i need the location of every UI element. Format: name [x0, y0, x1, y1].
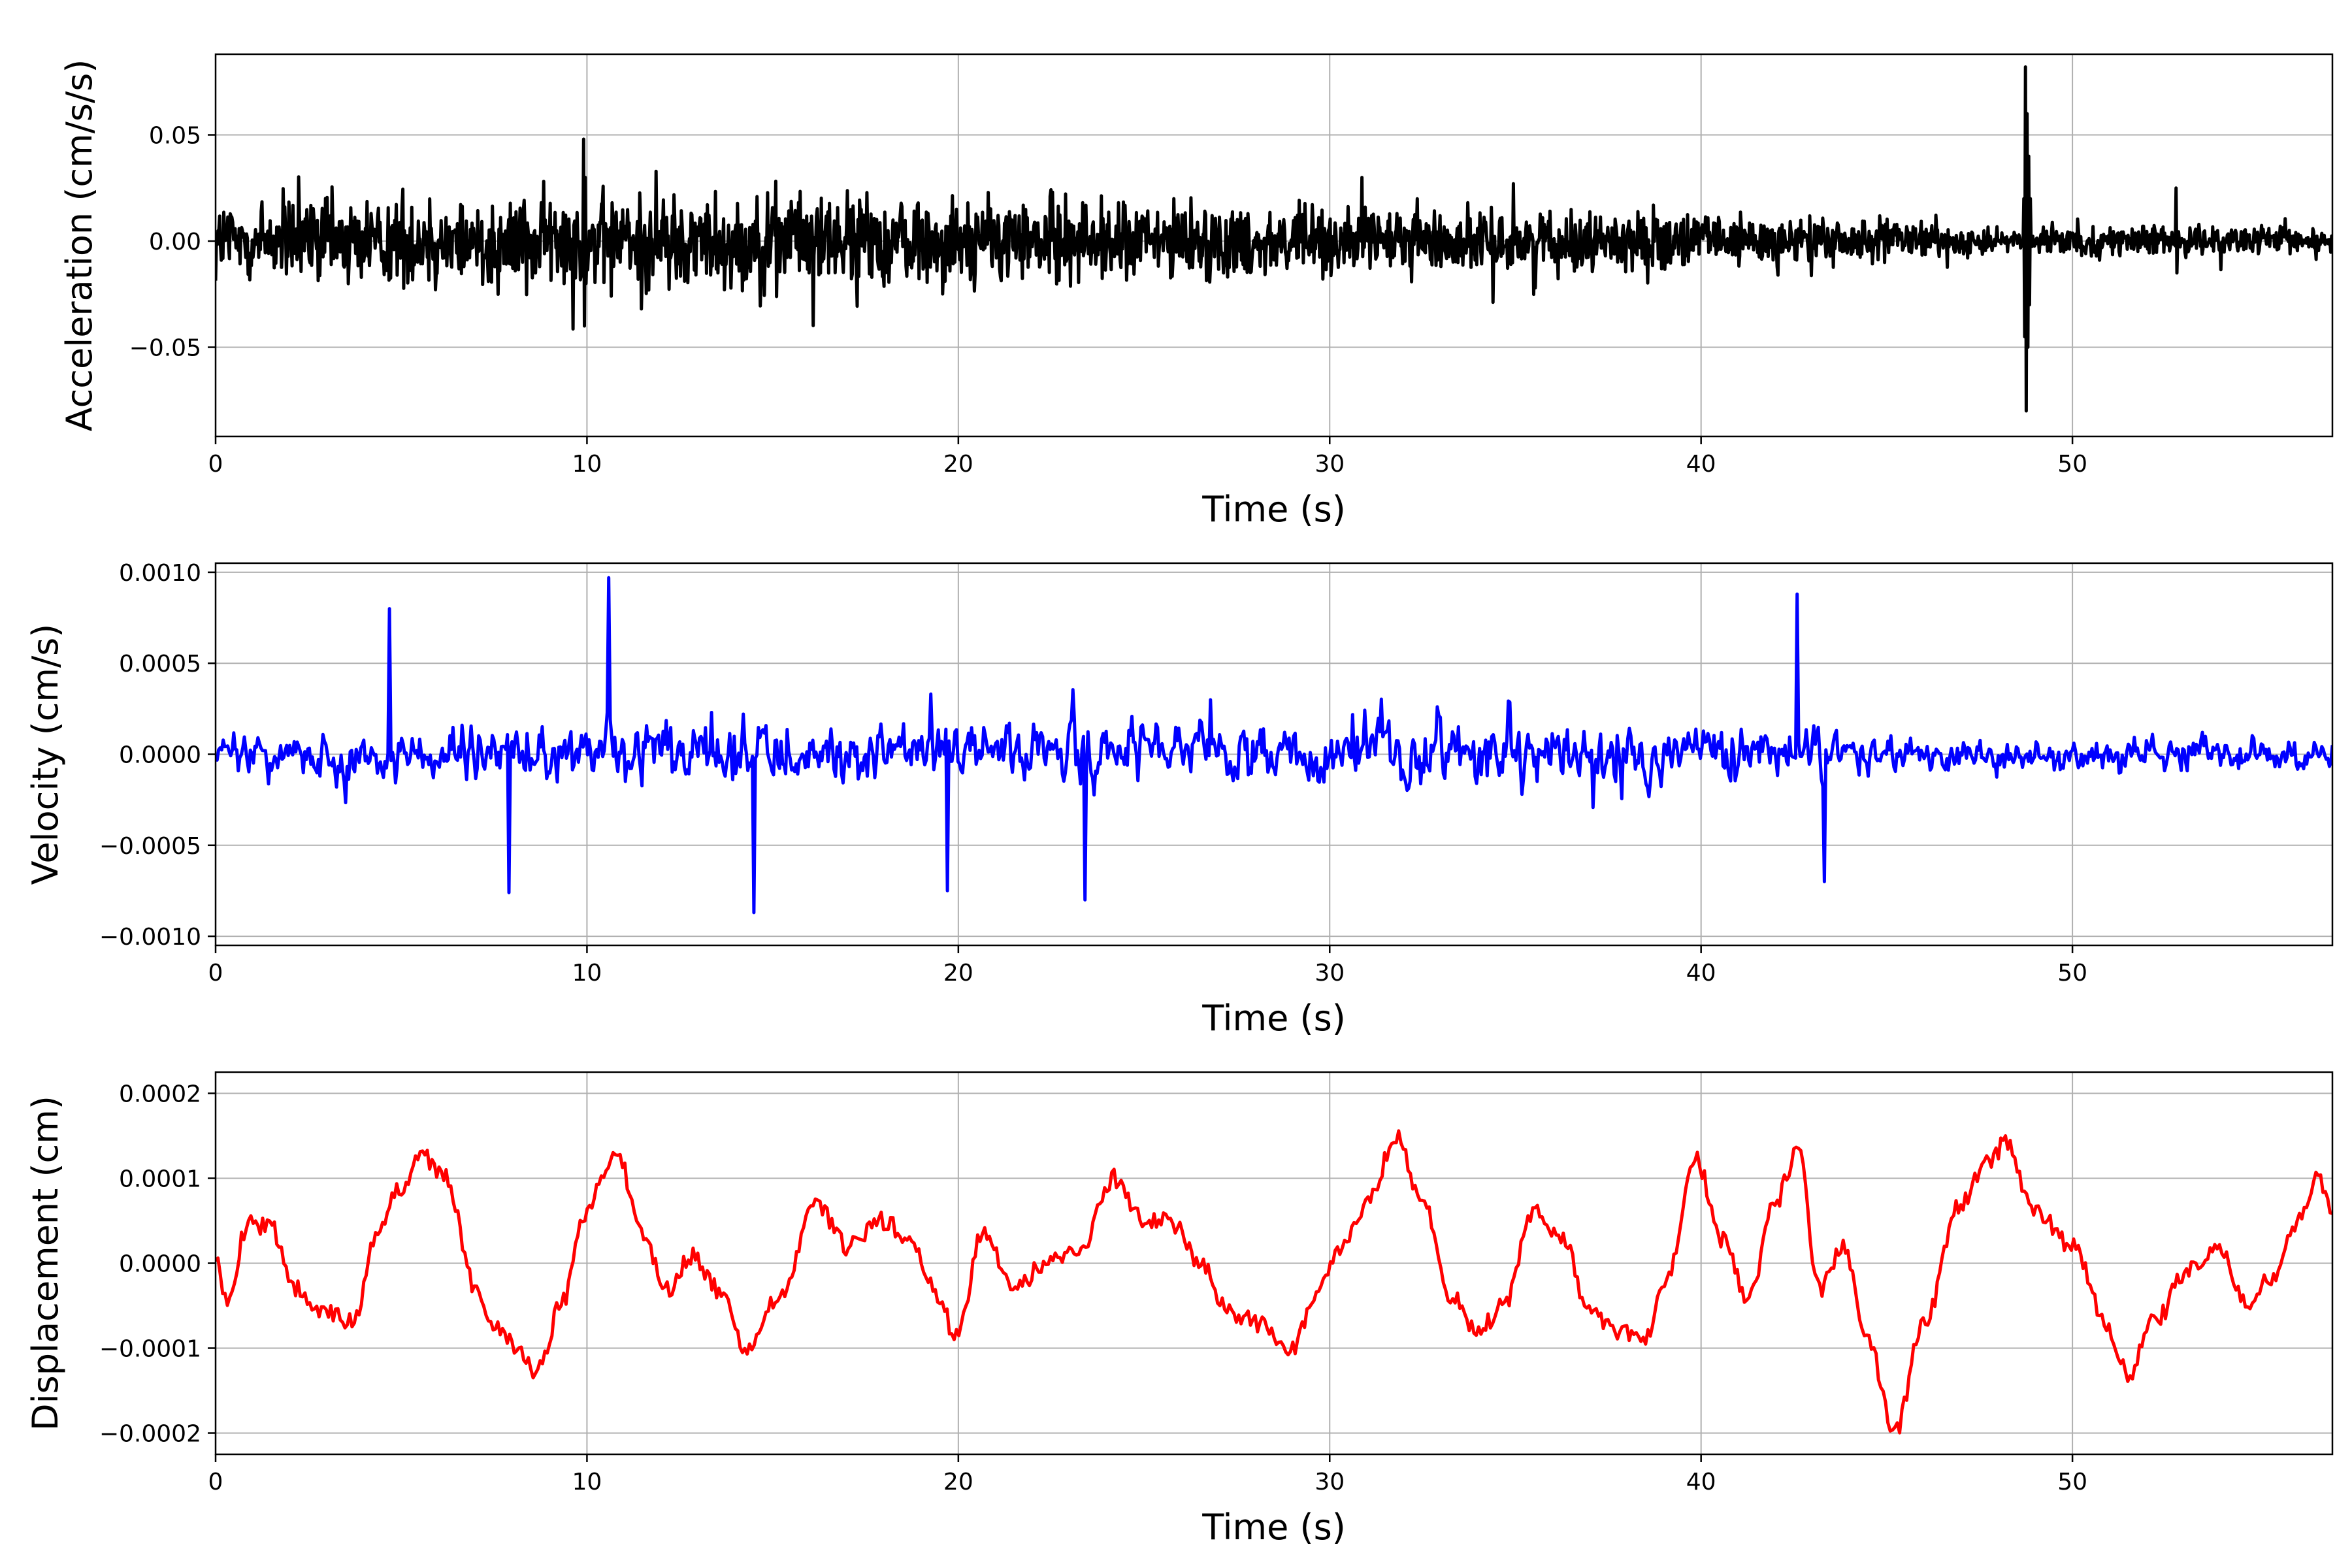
displacement-x-ticks: 0 10 20 30 40 50 [208, 1454, 2087, 1495]
velocity-x-tick-label: 40 [1686, 960, 1716, 987]
acceleration-y-tick-label: 0.05 [149, 123, 201, 150]
displacement-series-line [216, 1129, 2332, 1435]
displacement-x-tick-label: 10 [572, 1469, 602, 1495]
displacement-x-tick-label: 20 [943, 1469, 973, 1495]
acceleration-x-tick-label: 20 [943, 451, 973, 478]
displacement-x-tick-label: 30 [1315, 1469, 1345, 1495]
displacement-y-axis-label: Displacement (cm) [25, 1096, 66, 1431]
velocity-x-tick-label: 30 [1315, 960, 1345, 987]
acceleration-panel: 0 10 20 30 40 50 −0.05 0.00 0.05 Time (s) Accel… [59, 53, 2334, 530]
velocity-series-line [216, 576, 2332, 915]
acceleration-y-ticks: −0.05 0.00 0.05 [129, 123, 216, 362]
velocity-x-tick-label: 10 [572, 960, 602, 987]
velocity-series [216, 576, 2332, 915]
velocity-y-tick-label: 0.0000 [119, 742, 201, 769]
acceleration-y-axis-label: Acceleration (cm/s/s) [59, 59, 100, 432]
displacement-y-ticks: −0.0002 −0.0001 0.0000 0.0001 0.0002 [99, 1081, 216, 1448]
acceleration-series [216, 65, 2332, 413]
velocity-x-axis-label: Time (s) [1201, 998, 1346, 1039]
acceleration-x-tick-label: 30 [1315, 451, 1345, 478]
displacement-x-axis-label: Time (s) [1201, 1507, 1346, 1548]
velocity-x-tick-label: 50 [2057, 960, 2087, 987]
acceleration-x-tick-label: 40 [1686, 451, 1716, 478]
displacement-y-tick-label: −0.0002 [99, 1421, 201, 1448]
displacement-y-tick-label: −0.0001 [99, 1336, 201, 1363]
velocity-x-ticks: 0 10 20 30 40 50 [208, 945, 2087, 987]
acceleration-x-tick-label: 0 [208, 451, 223, 478]
acceleration-x-axis-label: Time (s) [1201, 489, 1346, 530]
displacement-panel: 0 10 20 30 40 50 −0.0002 −0.0001 0.0000 0.0001 0.… [25, 1071, 2334, 1548]
acceleration-x-ticks: 0 10 20 30 40 50 [208, 436, 2087, 478]
velocity-y-tick-label: −0.0005 [99, 833, 201, 860]
velocity-y-axis-label: Velocity (cm/s) [25, 624, 66, 885]
displacement-y-tick-label: 0.0001 [119, 1166, 201, 1193]
velocity-x-tick-label: 0 [208, 960, 223, 987]
velocity-panel: 0 10 20 30 40 50 −0.0010 −0.0005 0.0000 0.0005 0.… [25, 560, 2334, 1039]
velocity-x-tick-label: 20 [943, 960, 973, 987]
acceleration-plot-frame [214, 53, 2334, 438]
displacement-y-tick-label: 0.0000 [119, 1251, 201, 1278]
displacement-y-tick-label: 0.0002 [119, 1081, 201, 1108]
displacement-series [216, 1129, 2332, 1435]
acceleration-y-tick-label: −0.05 [129, 335, 201, 362]
velocity-y-tick-label: −0.0010 [99, 924, 201, 951]
acceleration-series-line [216, 65, 2332, 413]
acceleration-y-tick-label: 0.00 [149, 229, 201, 255]
acceleration-x-tick-label: 10 [572, 451, 602, 478]
velocity-y-tick-label: 0.0005 [119, 651, 201, 678]
displacement-x-tick-label: 50 [2057, 1469, 2087, 1495]
displacement-x-tick-label: 40 [1686, 1469, 1716, 1495]
velocity-y-tick-label: 0.0010 [119, 560, 201, 587]
velocity-y-ticks: −0.0010 −0.0005 0.0000 0.0005 0.0010 [99, 560, 216, 951]
displacement-x-tick-label: 0 [208, 1469, 223, 1495]
acceleration-x-tick-label: 50 [2057, 451, 2087, 478]
